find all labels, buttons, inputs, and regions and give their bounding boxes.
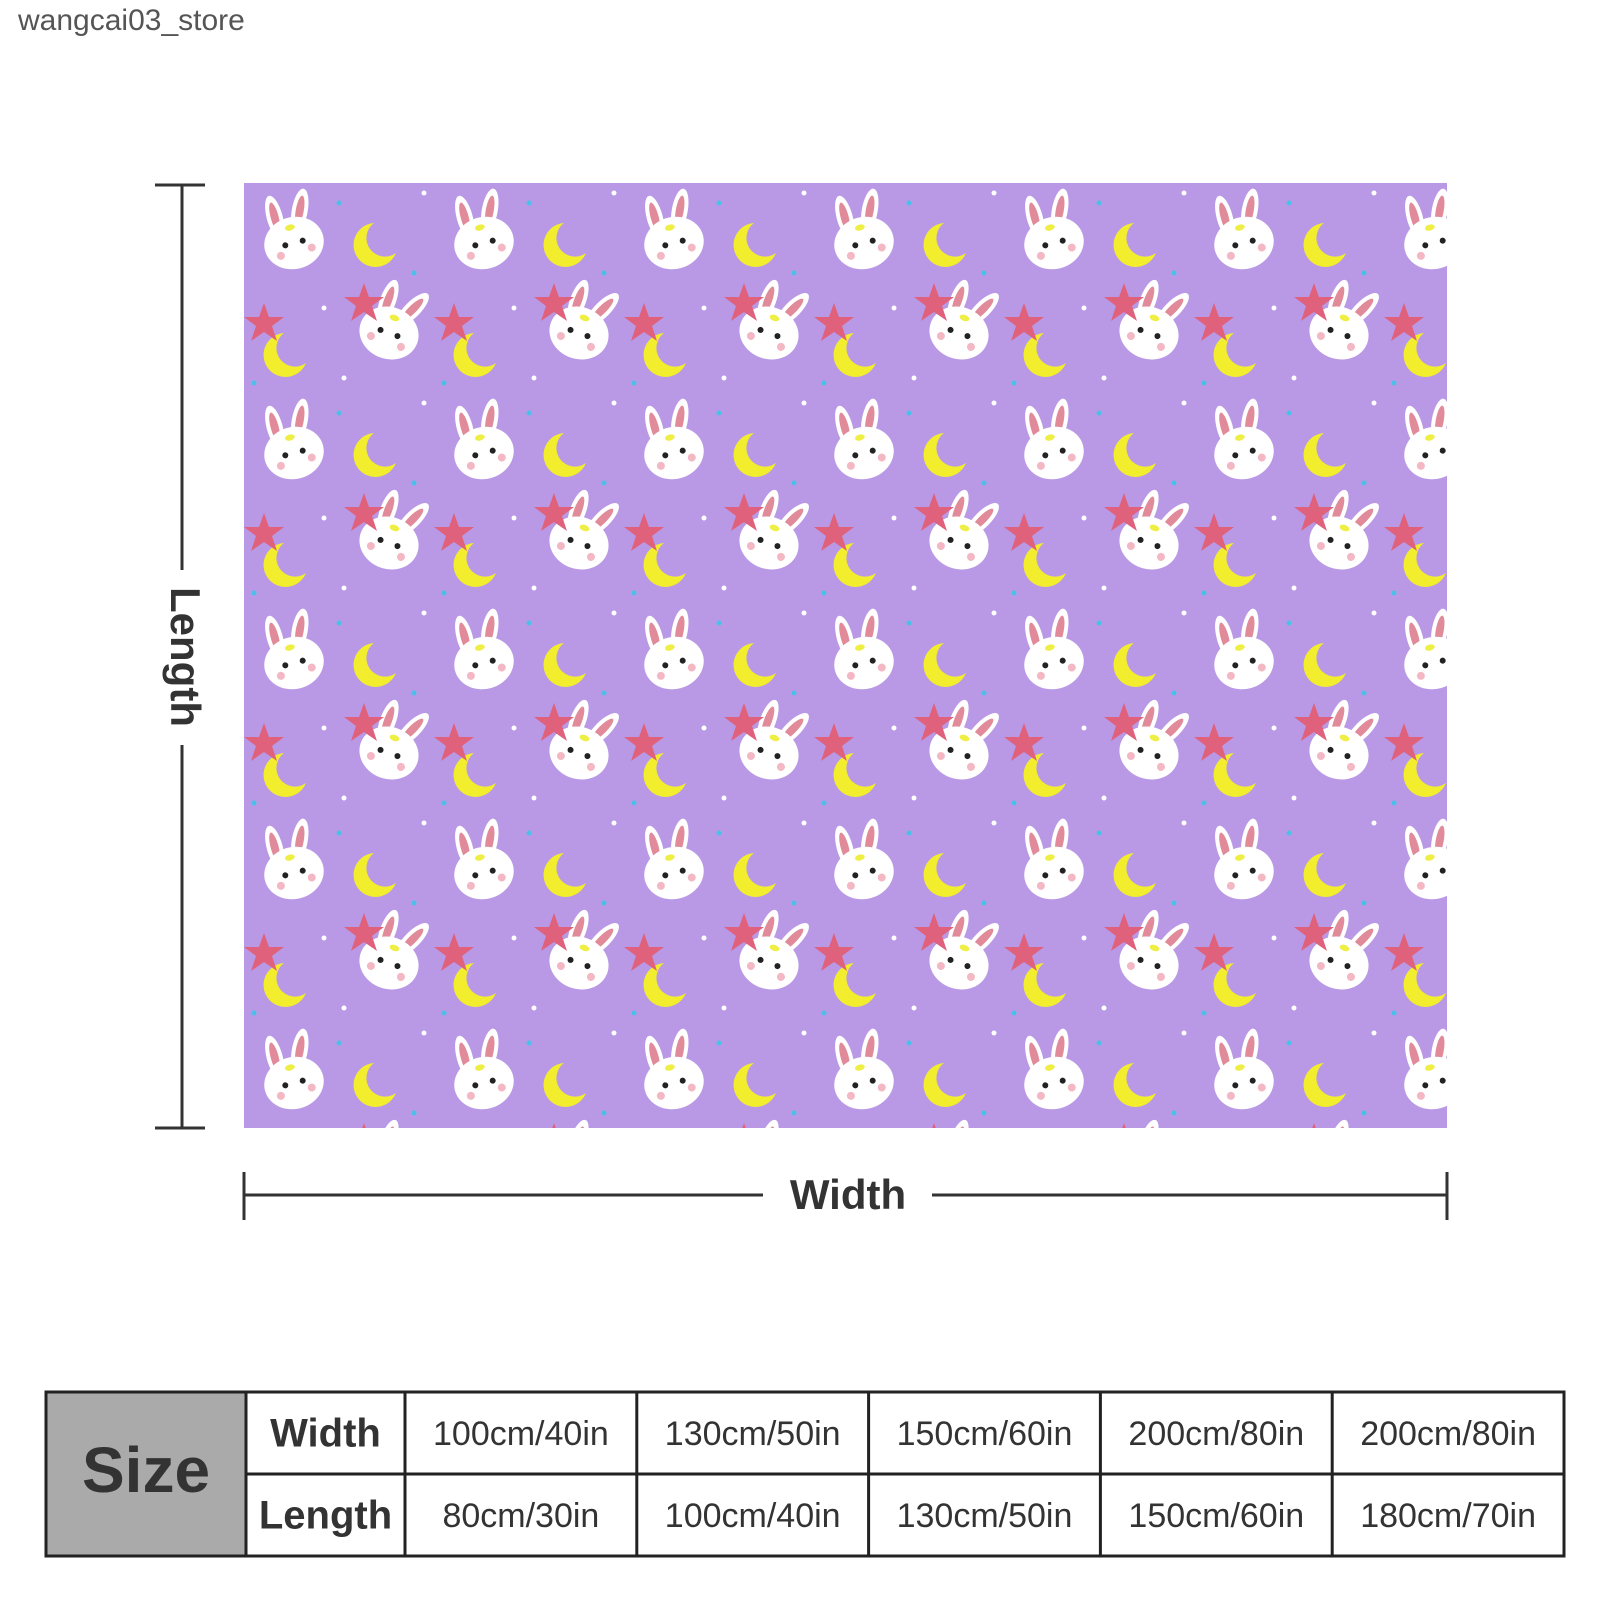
size-cell: 80cm/30in (442, 1497, 599, 1535)
watermark: wangcai03_store (17, 4, 245, 37)
width-label: Width (790, 1171, 906, 1218)
length-dimension (155, 183, 205, 1130)
width-dimension (242, 1172, 1449, 1220)
size-cell: 100cm/40in (433, 1415, 609, 1453)
row-header: Length (259, 1494, 392, 1538)
length-label: Length (162, 587, 209, 727)
size-cell: 150cm/60in (897, 1415, 1073, 1453)
size-cell: 100cm/40in (665, 1497, 841, 1535)
size-cell: 200cm/80in (1128, 1415, 1304, 1453)
size-table: Size Width 100cm/40in 130cm/50in 150cm/60in… (44, 1390, 1566, 1558)
corner-label: Size (82, 1434, 210, 1506)
blanket (244, 183, 1447, 1128)
corner-cell (46, 1392, 246, 1556)
size-cell: 180cm/70in (1360, 1497, 1536, 1535)
size-cell: 130cm/50in (897, 1497, 1073, 1535)
row-header: Width (270, 1412, 381, 1456)
size-cell: 130cm/50in (665, 1415, 841, 1453)
size-cell: 200cm/80in (1360, 1415, 1536, 1453)
size-cell: 150cm/60in (1128, 1497, 1304, 1535)
